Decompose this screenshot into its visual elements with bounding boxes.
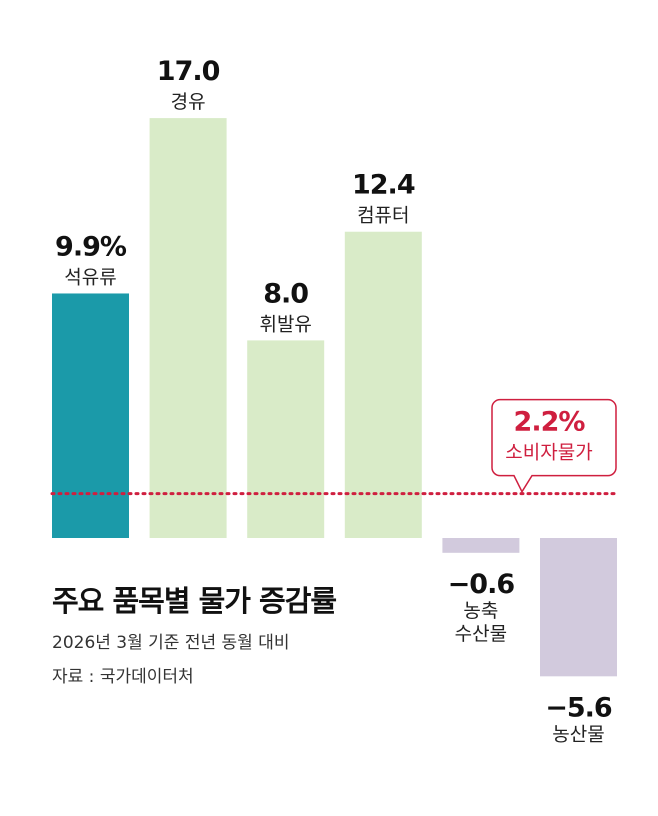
value-label: 8.0: [263, 278, 308, 309]
reference-label: 소비자물가: [505, 442, 592, 464]
reference-callout: [491, 398, 617, 494]
bar-1: [149, 118, 227, 538]
category-label: 석유류: [64, 266, 116, 288]
category-label: 휘발유: [259, 313, 311, 335]
bar-0: [52, 293, 129, 538]
bar-4: [442, 538, 520, 553]
bar-3: [344, 231, 422, 538]
category-label: 수산물: [455, 623, 507, 645]
category-label: 농축: [463, 600, 498, 622]
bar-2: [247, 340, 325, 538]
reference-value-label: 2.2%: [514, 407, 586, 438]
category-label: 경유: [171, 91, 206, 113]
chart-title: 주요 품목별 물가 증감률: [52, 584, 337, 618]
category-label: 농산물: [552, 723, 604, 745]
bar-5: [540, 538, 617, 677]
chart-source: 자료 : 국가데이터처: [52, 667, 194, 687]
value-label: 12.4: [352, 170, 415, 201]
category-label: 컴퓨터: [357, 205, 409, 227]
value-label: 9.9%: [55, 231, 127, 262]
value-label: −0.6: [448, 569, 515, 600]
value-label: −5.6: [545, 692, 612, 723]
chart-subtitle: 2026년 3월 기준 전년 동월 대비: [52, 633, 290, 653]
value-label: 17.0: [157, 56, 220, 87]
